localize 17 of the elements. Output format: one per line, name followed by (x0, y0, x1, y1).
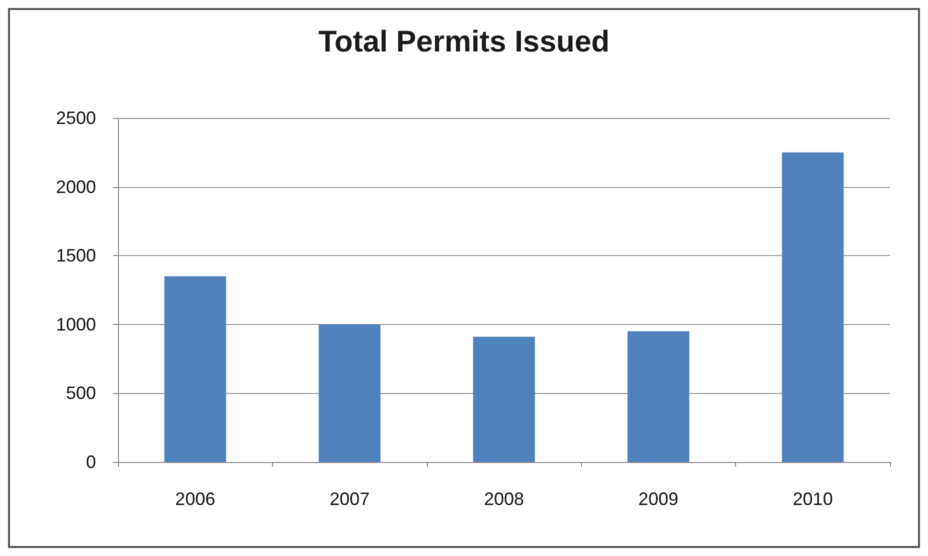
y-tick-label: 2500 (56, 108, 96, 128)
x-tick-label: 2007 (330, 489, 370, 509)
x-tick-label: 2006 (175, 489, 216, 509)
x-tick-label: 2009 (638, 489, 678, 509)
y-tick-label: 2000 (56, 176, 96, 197)
bar (164, 276, 226, 462)
bar (782, 152, 844, 462)
y-tick-label: 1000 (56, 314, 96, 334)
x-tick-label: 2008 (484, 489, 524, 509)
bar (473, 336, 535, 462)
x-tick-label: 2010 (792, 489, 833, 509)
y-tick-label: 1500 (56, 246, 96, 266)
y-tick-label: 500 (66, 383, 96, 404)
bar (628, 331, 690, 462)
bar (318, 324, 380, 462)
y-tick-label: 0 (86, 452, 96, 472)
chart-title: Total Permits Issued (318, 26, 610, 58)
